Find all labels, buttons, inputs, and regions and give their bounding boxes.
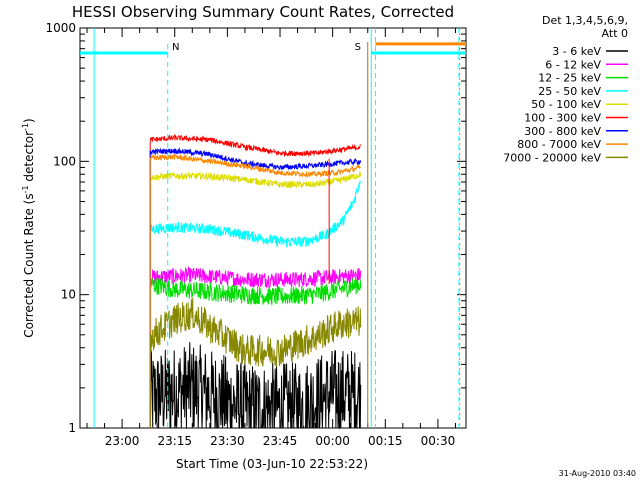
plot-frame [79, 27, 467, 429]
series-line [149, 276, 362, 428]
x-tick-label: 00:00 [315, 434, 350, 448]
series-line [149, 171, 362, 428]
marker-label: S [355, 42, 361, 53]
legend-label: 100 - 300 keV [524, 112, 601, 125]
footer-timestamp: 31-Aug-2010 03:40 [559, 469, 636, 478]
chart-title: HESSI Observing Summary Count Rates, Cor… [72, 3, 454, 21]
series-line [149, 153, 361, 428]
series-line [149, 266, 362, 428]
y-tick-label: 1 [68, 421, 76, 435]
series-line [149, 133, 361, 428]
legend-label: 50 - 100 keV [531, 98, 601, 111]
x-tick-label: 23:45 [263, 434, 298, 448]
y-tick-label: 1000 [45, 21, 76, 35]
plot-area [79, 27, 467, 429]
legend-label: 3 - 6 keV [552, 45, 601, 58]
legend-header-line2: Att 0 [602, 27, 628, 40]
y-tick-label: 10 [61, 288, 76, 302]
series-line [149, 297, 362, 428]
x-tick-labels: 23:00 23:15 23:30 23:45 00:00 00:15 00:30 [105, 434, 455, 448]
series-line [149, 147, 362, 428]
legend-label: 12 - 25 keV [538, 72, 601, 85]
legend-label: 6 - 12 keV [545, 58, 601, 71]
series-line [149, 180, 362, 428]
legend-label: 800 - 7000 keV [517, 138, 601, 151]
legend-label: 25 - 50 keV [538, 85, 601, 98]
legend-header-line1: Det 1,3,4,5,6,9, [542, 14, 628, 27]
x-tick-label: 23:00 [105, 434, 140, 448]
marker-label: N [172, 42, 179, 53]
x-tick-label: 00:15 [368, 434, 403, 448]
series-layer [149, 133, 362, 430]
x-tick-label: 23:30 [210, 434, 245, 448]
legend-label: 7000 - 20000 keV [503, 151, 601, 164]
x-tick-label: 23:15 [157, 434, 192, 448]
x-tick-label: 00:30 [421, 434, 456, 448]
y-axis-label: Corrected Count Rate (s-1 detector-1) [21, 118, 36, 337]
y-tick-label: 100 [53, 154, 76, 168]
legend-label: 300 - 800 keV [524, 125, 601, 138]
y-tick-labels: 1 10 100 1000 [45, 21, 76, 435]
x-axis-label: Start Time (03-Jun-10 22:53:22) [176, 457, 368, 471]
series-line [149, 342, 362, 430]
